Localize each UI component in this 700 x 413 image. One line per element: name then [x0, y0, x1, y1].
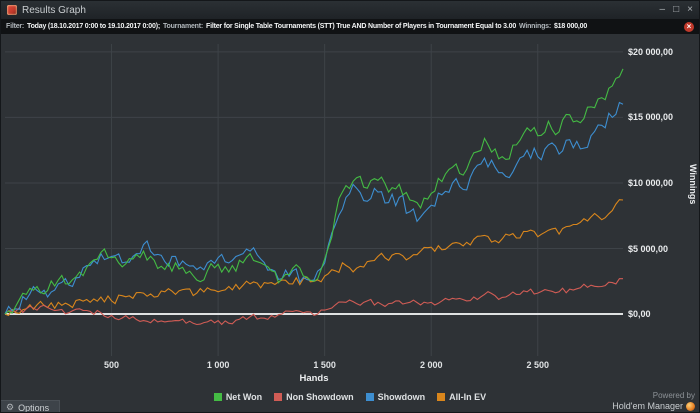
winnings-label: Winnings: — [519, 23, 551, 30]
y-tick-label: $15 000,00 — [628, 112, 674, 123]
app-icon — [7, 5, 17, 15]
minimize-button[interactable]: – — [659, 4, 666, 15]
window-controls: – □ × — [660, 5, 693, 15]
showdown-swatch-icon — [365, 393, 374, 401]
non-showdown-swatch-icon — [274, 393, 283, 401]
legend: Net Won Non Showdown Showdown All-In EV — [1, 392, 699, 402]
legend-label-all-in-ev: All-In EV — [449, 392, 487, 402]
chart-canvas — [4, 44, 624, 356]
hm-logo-icon — [686, 401, 695, 411]
y-tick-label: $10 000,00 — [628, 177, 674, 188]
tournament-filter-value: Filter for Single Table Tournaments (STT… — [206, 23, 517, 30]
legend-label-net-won: Net Won — [225, 392, 263, 402]
brand-name: Hold'em Manager — [612, 400, 683, 411]
filter-label: Filter: — [6, 23, 25, 30]
series-line-showdown — [4, 101, 624, 315]
series-line-net-won — [4, 68, 624, 315]
y-axis-title: Winnings — [688, 164, 698, 205]
options-button[interactable]: ⚙ Options — [1, 400, 61, 413]
legend-item-net-won[interactable]: Net Won — [213, 392, 263, 402]
legend-item-non-showdown[interactable]: Non Showdown — [274, 392, 354, 402]
all-in-ev-swatch-icon — [437, 393, 446, 401]
series-line-non-showdown — [4, 278, 623, 326]
powered-by: Powered by Hold'em Manager — [612, 391, 695, 412]
x-tick-label: 500 — [104, 360, 120, 370]
bottom-bar: Net Won Non Showdown Showdown All-In EV … — [1, 388, 699, 413]
y-tick-label: $0,00 — [628, 309, 651, 320]
tournament-label: Tournament: — [162, 23, 204, 30]
filter-bar: Filter: Today (18.10.2017 0:00 to 19.10.… — [1, 19, 699, 34]
maximize-button[interactable]: □ — [673, 4, 680, 15]
window-title: Results Graph — [22, 4, 86, 16]
y-tick-label: $5 000,00 — [628, 243, 669, 254]
legend-item-showdown[interactable]: Showdown — [365, 392, 426, 402]
legend-item-all-in-ev[interactable]: All-In EV — [437, 392, 486, 402]
x-axis-title: Hands — [299, 373, 329, 384]
winnings-value: $18 000,00 — [553, 23, 588, 30]
legend-label-non-showdown: Non Showdown — [286, 392, 354, 402]
clear-filter-icon[interactable]: × — [684, 21, 694, 32]
options-button-label: Options — [18, 402, 50, 413]
gear-icon: ⚙ — [6, 402, 15, 412]
net-won-swatch-icon — [213, 393, 222, 401]
legend-label-showdown: Showdown — [377, 392, 426, 402]
y-tick-label: $20 000,00 — [628, 46, 674, 57]
powered-by-text: Powered by — [652, 390, 695, 400]
x-tick-label: 2 500 — [526, 360, 550, 370]
x-tick-label: 1 000 — [206, 360, 230, 370]
results-graph-plot: $0,00 $5 000,00 $10 000,00 $15 000,00 $20 00… — [1, 34, 699, 388]
x-tick-label: 2 000 — [419, 360, 443, 370]
close-button[interactable]: × — [687, 4, 693, 15]
filter-date-value: Today (18.10.2017 0:00 to 19.10.2017 0:0… — [27, 23, 160, 30]
x-tick-label: 1 500 — [313, 360, 336, 370]
title-bar: Results Graph – □ × — [1, 1, 699, 19]
